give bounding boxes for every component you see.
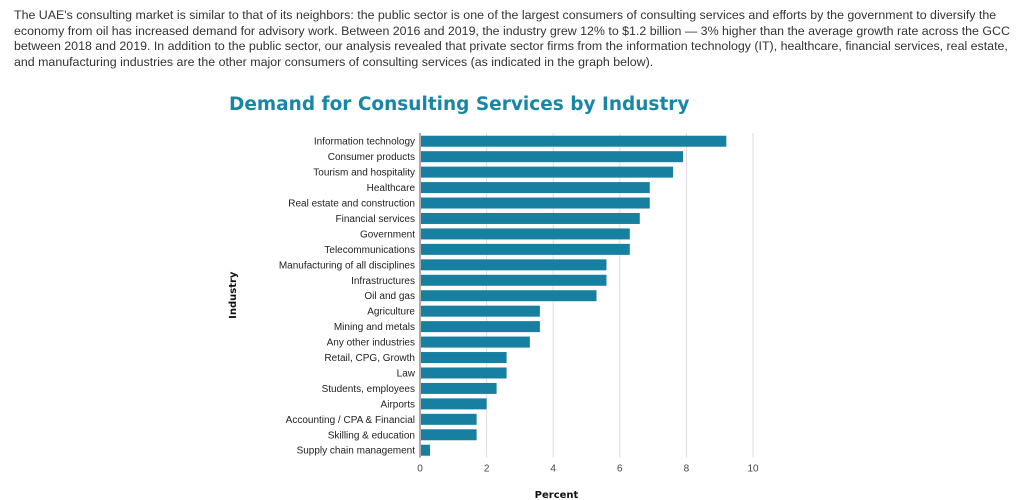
bar — [421, 444, 430, 456]
category-label: Telecommunications — [324, 245, 415, 256]
category-label: Agriculture — [367, 307, 415, 318]
x-tick-label: 0 — [417, 463, 423, 474]
category-label: Mining and metals — [334, 322, 415, 333]
category-label: Tourism and hospitality — [313, 168, 415, 179]
category-label: Information technology — [314, 137, 415, 148]
bar — [421, 398, 487, 410]
bar — [421, 243, 630, 255]
category-label: Any other industries — [327, 338, 415, 349]
bar — [421, 197, 650, 209]
bar — [421, 413, 477, 425]
bar — [421, 429, 477, 441]
x-tick-label: 8 — [684, 463, 690, 474]
category-label: Government — [360, 229, 415, 240]
bar — [421, 367, 507, 379]
category-label: Students, employees — [322, 384, 415, 395]
x-tick-label: 6 — [617, 463, 623, 474]
intro-paragraph: The UAE's consulting market is similar t… — [14, 8, 1010, 69]
category-label: Manufacturing of all disciplines — [279, 260, 415, 271]
category-label: Consumer products — [328, 152, 415, 163]
category-label: Retail, CPG, Growth — [324, 353, 415, 364]
bar — [421, 166, 674, 178]
bar — [421, 336, 530, 348]
bar — [421, 259, 607, 271]
category-label: Financial services — [336, 214, 415, 225]
bar — [421, 305, 540, 317]
bar — [421, 135, 727, 147]
x-axis-label: Percent — [535, 490, 579, 500]
bar — [421, 151, 684, 163]
bar — [421, 274, 607, 286]
category-label: Healthcare — [367, 183, 416, 194]
chart-title: Demand for Consulting Services by Indust… — [229, 94, 690, 115]
category-label: Accounting / CPA & Financial — [286, 415, 415, 426]
category-label: Law — [397, 368, 416, 379]
bar — [421, 352, 507, 364]
category-label: Airports — [381, 399, 415, 410]
category-label: Real estate and construction — [288, 199, 415, 210]
bar — [421, 321, 540, 333]
x-tick-label: 4 — [550, 463, 556, 474]
category-label: Supply chain management — [297, 446, 416, 457]
bar — [421, 290, 597, 302]
bar — [421, 182, 650, 194]
x-tick-label: 10 — [747, 463, 759, 474]
x-tick-label: 2 — [484, 463, 490, 474]
y-axis-label: Industry — [228, 271, 239, 319]
category-label: Infrastructures — [351, 276, 415, 287]
bar — [421, 382, 497, 394]
bar — [421, 212, 640, 224]
bar — [421, 228, 630, 240]
category-label: Skilling & education — [328, 430, 415, 441]
category-label: Oil and gas — [364, 291, 415, 302]
